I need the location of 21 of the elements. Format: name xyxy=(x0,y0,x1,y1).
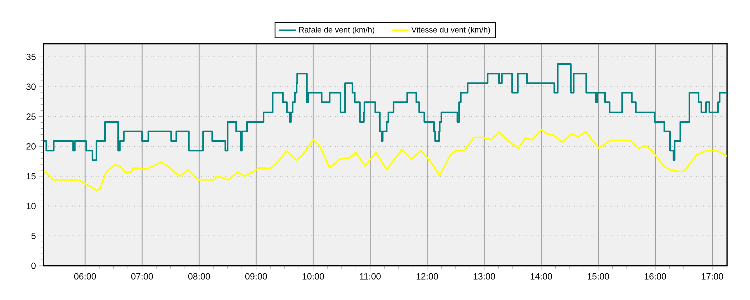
x-tick-label: 11:00 xyxy=(360,273,381,280)
y-tick-label: 35 xyxy=(26,54,36,60)
x-tick-label: 09:00 xyxy=(245,273,268,280)
y-tick-label: 30 xyxy=(26,84,36,90)
x-tick-label: 07:00 xyxy=(131,273,154,280)
line-series xyxy=(44,129,728,192)
x-tick-label: 08:00 xyxy=(188,273,210,280)
x-tick-label: 15:00 xyxy=(588,273,610,280)
x-tick-label: 06:00 xyxy=(74,273,96,280)
y-tick-label: 10 xyxy=(26,203,36,210)
y-tick-label: 25 xyxy=(26,114,36,120)
y-tick-label: 20 xyxy=(26,143,36,150)
x-tick-label: 14:00 xyxy=(530,273,552,280)
x-tick-label: 10:00 xyxy=(302,273,324,280)
x-tick-label: 17:00 xyxy=(702,273,724,280)
y-tick-label: 15 xyxy=(26,173,36,180)
x-tick-label: 16:00 xyxy=(644,273,666,280)
y-tick-label: 5 xyxy=(32,233,36,240)
x-tick-label: 12:00 xyxy=(416,273,438,280)
y-tick-label: 0 xyxy=(32,262,36,270)
x-tick-label: 13:00 xyxy=(474,273,496,280)
